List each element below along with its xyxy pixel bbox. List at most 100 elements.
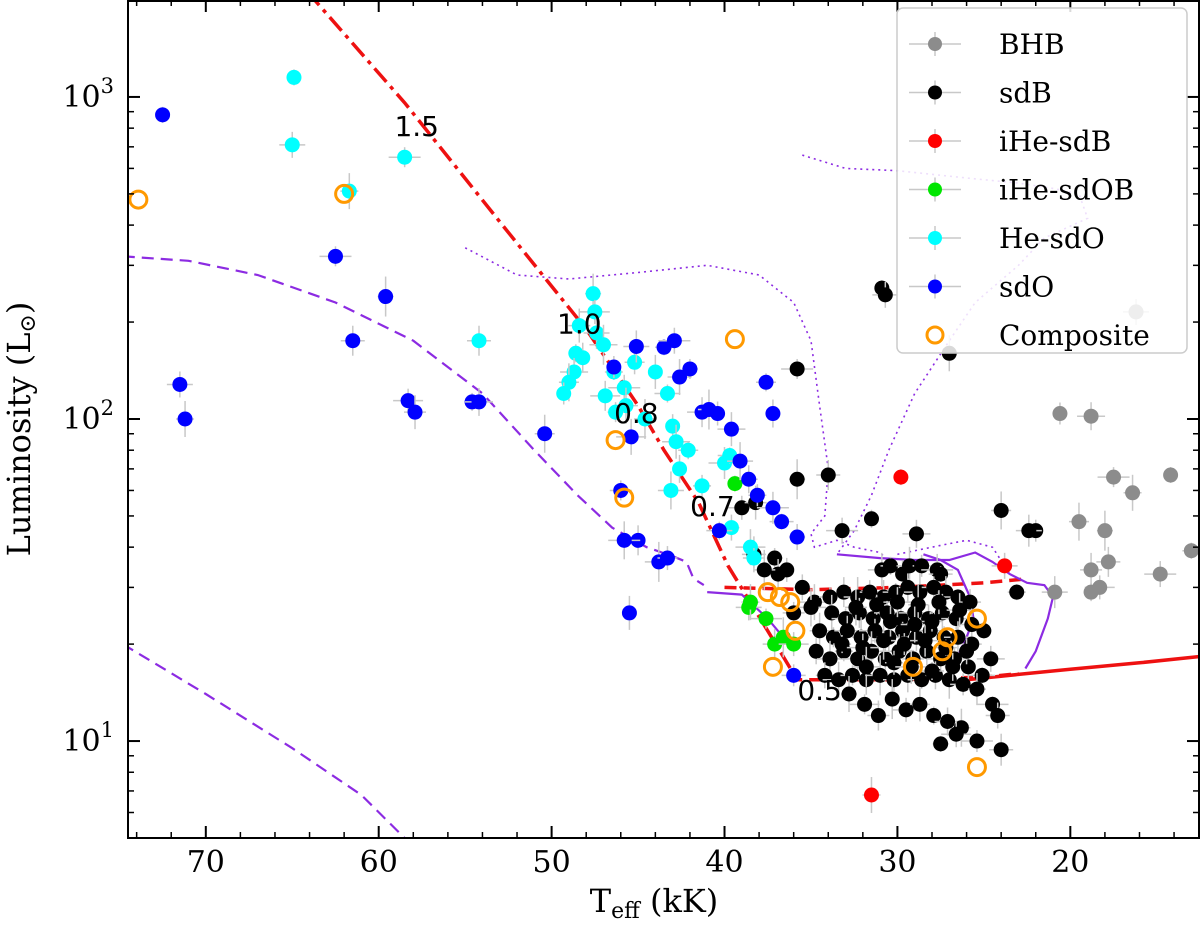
- point-composite: [128, 189, 149, 210]
- point-sdo: [534, 414, 555, 453]
- point-marker: [659, 385, 675, 401]
- point-sdo: [657, 546, 678, 571]
- point-sdb: [781, 358, 814, 379]
- point-sdo: [748, 484, 767, 507]
- x-tick-label: 30: [878, 845, 916, 880]
- x-tick-label: 50: [533, 845, 571, 880]
- point-sdb: [991, 491, 1012, 530]
- point-composite: [966, 608, 987, 629]
- legend-marker: [928, 37, 942, 51]
- point-marker: [710, 406, 726, 422]
- y-axis-label: Luminosity (L⊙): [0, 302, 41, 557]
- point-sdb: [883, 606, 899, 637]
- point-marker: [898, 702, 914, 718]
- x-axis-label: Teff (kK): [590, 882, 718, 924]
- point-sdb: [896, 546, 923, 585]
- point-marker: [589, 325, 605, 341]
- y-tick-label: 102: [62, 396, 114, 437]
- point-sdo: [393, 388, 424, 413]
- point-sdb: [920, 662, 944, 681]
- point-marker: [841, 686, 857, 702]
- point-he-sdo: [607, 402, 624, 423]
- point-bhb: [1097, 467, 1130, 488]
- legend-item-composite: Composite: [925, 319, 1150, 352]
- point-bhb: [1080, 552, 1103, 587]
- legend-label: sdO: [999, 271, 1054, 304]
- point-sdb: [900, 606, 929, 643]
- point-composite: [334, 183, 355, 204]
- point-ihe-sdb: [991, 552, 1018, 579]
- point-marker: [889, 594, 905, 610]
- point-marker: [820, 467, 836, 483]
- point-marker: [1125, 485, 1141, 501]
- point-marker: [917, 633, 933, 649]
- series-ihe-sdb: [862, 469, 1018, 813]
- point-marker: [537, 426, 553, 442]
- point-marker: [672, 461, 688, 477]
- point-sdb: [950, 673, 977, 696]
- point-marker: [682, 361, 698, 377]
- point-marker: [723, 421, 739, 437]
- point-sdo: [769, 513, 794, 530]
- point-marker: [1009, 584, 1025, 600]
- point-marker: [848, 599, 864, 615]
- point-sdo: [789, 524, 806, 551]
- legend-marker: [928, 182, 942, 197]
- point-marker: [955, 676, 971, 692]
- point-sdb: [959, 589, 982, 616]
- point-marker: [838, 611, 854, 627]
- point-composite: [762, 656, 783, 677]
- point-sdo: [681, 358, 698, 379]
- point-sdb: [898, 573, 917, 602]
- point-marker: [659, 550, 675, 566]
- point-marker: [1097, 523, 1113, 539]
- point-marker: [727, 476, 743, 492]
- point-bhb: [1144, 561, 1177, 588]
- point-marker: [1100, 554, 1116, 570]
- point-marker: [789, 529, 805, 545]
- point-marker: [1183, 543, 1199, 559]
- point-marker: [990, 708, 1006, 724]
- point-composite: [724, 329, 745, 350]
- point-bhb: [1068, 502, 1089, 541]
- point-marker: [863, 511, 879, 527]
- point-marker: [933, 736, 949, 752]
- point-marker: [789, 361, 805, 377]
- point-marker: [822, 589, 838, 605]
- legend-label: sdB: [999, 77, 1052, 110]
- series-composite: [128, 183, 987, 778]
- legend-label: He-sdO: [999, 222, 1105, 255]
- point-marker: [914, 558, 930, 574]
- point-sdb: [932, 735, 949, 752]
- point-he-sdo: [654, 384, 681, 403]
- track-line-track-d: [836, 551, 1055, 670]
- track-line-track-h: [897, 539, 1011, 575]
- point-composite: [937, 627, 958, 648]
- point-bhb: [1077, 402, 1106, 431]
- track-line-taehb: [966, 654, 1200, 682]
- point-marker: [908, 526, 924, 542]
- point-marker: [834, 523, 850, 539]
- point-sdo: [340, 325, 365, 356]
- point-marker: [952, 602, 968, 618]
- point-marker: [924, 663, 940, 679]
- point-marker: [742, 594, 758, 610]
- point-ihe-sdb: [893, 469, 909, 486]
- point-he-sdo: [556, 382, 572, 405]
- point-sdb: [922, 611, 942, 632]
- point-marker: [962, 594, 978, 610]
- point-marker: [746, 550, 762, 566]
- point-sdo: [176, 401, 195, 437]
- point-sdb: [841, 675, 858, 712]
- point-sdb: [836, 577, 852, 608]
- point-marker: [903, 659, 919, 675]
- mass-label: 0.5: [797, 674, 842, 707]
- point-marker: [950, 589, 966, 605]
- point-marker: [556, 385, 572, 401]
- point-bhb: [1096, 546, 1121, 577]
- point-sdo: [319, 246, 352, 267]
- point-sdb: [989, 733, 1014, 766]
- point-marker: [286, 69, 302, 85]
- point-marker: [924, 614, 940, 630]
- point-marker: [1152, 566, 1168, 582]
